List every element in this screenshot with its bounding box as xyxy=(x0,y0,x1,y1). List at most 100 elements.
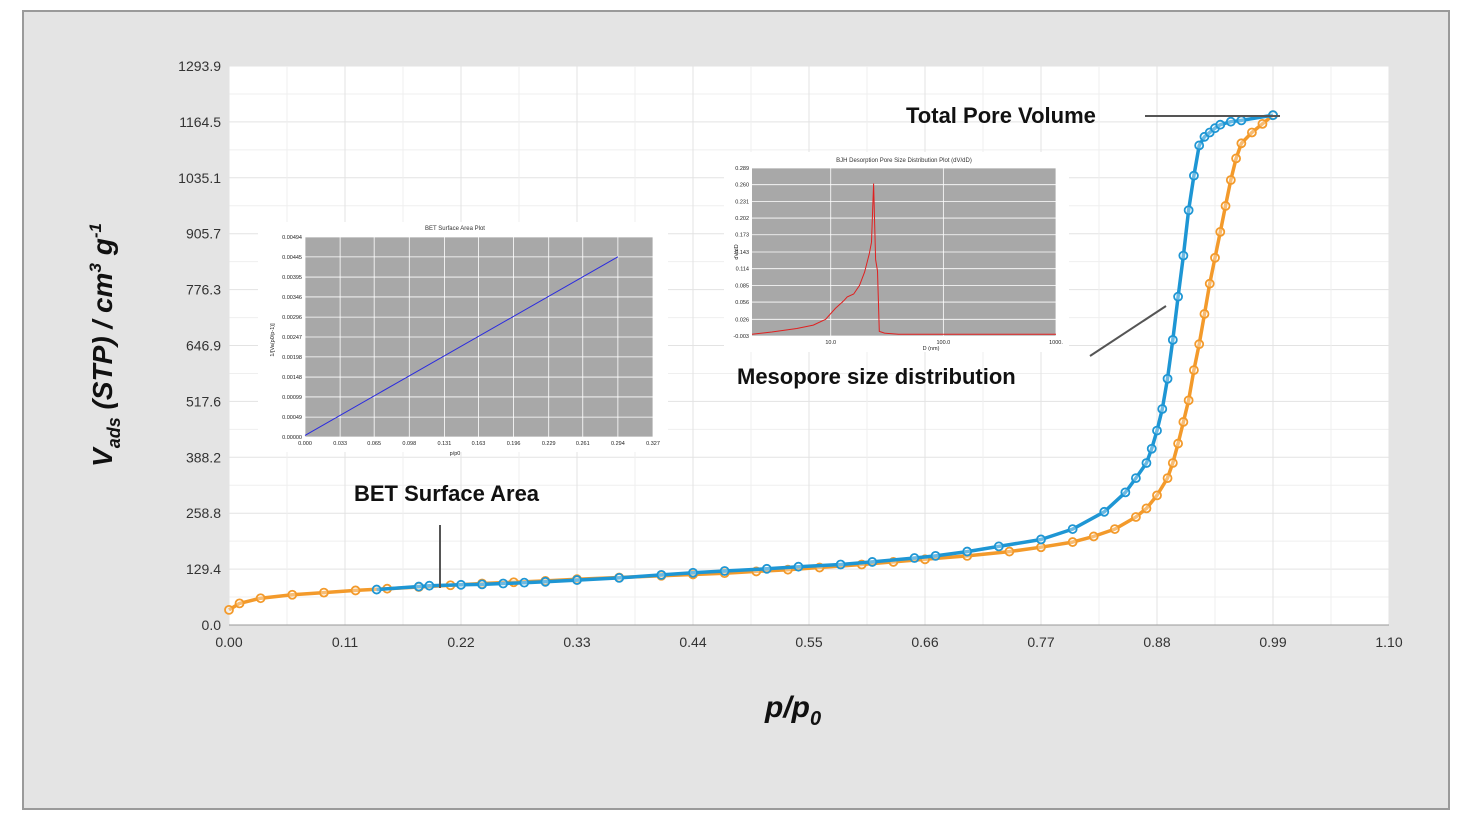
bjh-inset-x-ticks: 10.0 100.0 1000. xyxy=(825,340,1063,346)
x-tick-label: 0.88 xyxy=(1143,634,1170,650)
data-point xyxy=(1162,373,1173,384)
bet-y-tick: 0.00148 xyxy=(282,375,302,381)
bet-x-tick: 0.065 xyxy=(367,441,381,447)
data-point xyxy=(909,553,920,563)
bjh-inset-y-label: dV/dD xyxy=(734,244,740,259)
y-tick-label: 1035.1 xyxy=(178,170,221,186)
data-point xyxy=(867,557,878,567)
data-point xyxy=(930,550,941,561)
bet-y-tick: 0.00296 xyxy=(282,315,302,321)
data-point xyxy=(1004,546,1015,557)
x-tick-label: 0.55 xyxy=(795,634,822,650)
data-point xyxy=(224,604,234,615)
data-point xyxy=(1225,116,1236,127)
data-point xyxy=(1131,512,1141,522)
data-point xyxy=(1178,417,1189,427)
data-point xyxy=(656,569,667,580)
bjh-y-tick: 0.173 xyxy=(735,233,749,239)
data-point xyxy=(1189,365,1199,376)
bet-fit-line xyxy=(304,256,619,436)
bet-x-tick: 0.261 xyxy=(576,441,590,447)
data-point xyxy=(1231,153,1241,164)
data-point xyxy=(1215,226,1226,237)
data-point xyxy=(255,593,266,604)
data-point xyxy=(761,563,772,574)
data-point xyxy=(1210,252,1220,263)
data-point xyxy=(1109,524,1120,534)
data-point xyxy=(1178,250,1189,261)
total-pore-volume-label: Total Pore Volume xyxy=(906,103,1096,128)
y-tick-label: 776.3 xyxy=(186,282,221,298)
data-point xyxy=(519,577,530,588)
y-tick-label: 1164.5 xyxy=(179,114,221,130)
data-point xyxy=(835,559,846,570)
bet-x-tick: 0.000 xyxy=(298,441,312,447)
data-point xyxy=(1236,115,1247,126)
bet-y-tick: 0.00346 xyxy=(282,295,302,301)
data-point xyxy=(1189,170,1199,181)
y-tick-label: 258.8 xyxy=(186,505,221,521)
bjh-inset-y-ticks: -0.003 0.026 0.056 0.085 0.114 0.143 0.173 0.20… xyxy=(733,166,749,340)
data-point xyxy=(424,580,435,591)
data-point xyxy=(234,598,245,609)
bet-x-tick: 0.327 xyxy=(646,441,660,447)
bet-inset-y-label: 1/[Va(p0/p-1)] xyxy=(270,323,276,357)
data-point xyxy=(1099,506,1110,517)
data-point xyxy=(1183,205,1194,216)
series-line-0 xyxy=(376,113,1274,592)
data-point xyxy=(1036,542,1046,553)
data-point xyxy=(456,579,466,590)
mesopore-leader xyxy=(1089,305,1167,357)
bjh-x-tick: 10.0 xyxy=(825,340,836,346)
bjh-y-tick: 0.085 xyxy=(735,283,749,289)
data-point xyxy=(1120,487,1131,498)
data-point xyxy=(1152,425,1162,436)
bjh-y-tick: 0.231 xyxy=(735,199,749,205)
bjh-y-tick: 0.260 xyxy=(735,183,749,189)
x-axis-label: p/p0 xyxy=(764,691,821,730)
data-point xyxy=(1247,127,1257,138)
bet-inset-x-label: p/p0 xyxy=(450,451,461,457)
data-point xyxy=(1199,309,1210,319)
bet-inset-title: BET Surface Area Plot xyxy=(425,226,485,232)
y-tick-label: 0.0 xyxy=(202,617,222,633)
data-point xyxy=(1036,534,1046,545)
y-tick-labels: 0.0 129.4 258.8 388.2 517.6 646.9 776.3 905.7 10… xyxy=(178,58,221,633)
data-point xyxy=(413,581,424,592)
data-point xyxy=(498,578,509,589)
data-point xyxy=(1225,175,1236,185)
bet-x-tick: 0.163 xyxy=(472,441,486,447)
bet-inset-grid xyxy=(304,236,654,438)
bet-x-tick: 0.098 xyxy=(402,441,416,447)
x-tick-labels: 0.00 0.11 0.22 0.33 0.44 0.55 0.66 0.77 0.88 0.99… xyxy=(215,634,1402,650)
bet-y-tick: 0.00395 xyxy=(282,275,302,281)
bet-inset-y-ticks: 0.00000 0.00049 0.00099 0.00148 0.00198 0.002… xyxy=(282,235,302,441)
bet-y-tick: 0.00494 xyxy=(282,235,302,241)
data-point xyxy=(1204,278,1215,289)
mesopore-label: Mesopore size distribution xyxy=(737,364,1016,389)
bet-y-tick: 0.00445 xyxy=(282,255,302,261)
y-tick-label: 905.7 xyxy=(186,226,221,242)
y-tick-label: 129.4 xyxy=(186,561,221,577)
bjh-y-tick: 0.056 xyxy=(735,300,749,306)
data-point xyxy=(371,584,382,595)
y-tick-label: 517.6 xyxy=(186,393,221,409)
data-point xyxy=(1173,291,1183,302)
bjh-y-tick: 0.114 xyxy=(736,267,749,273)
series-group xyxy=(224,110,1278,615)
bjh-inset: BJH Desorption Pore Size Distribution Pl… xyxy=(724,152,1069,352)
data-point xyxy=(1183,395,1194,406)
data-point xyxy=(993,541,1004,552)
data-point xyxy=(1067,537,1078,547)
data-point xyxy=(962,546,973,557)
bet-surface-area-label: BET Surface Area xyxy=(354,481,540,506)
data-point xyxy=(614,573,625,583)
data-point xyxy=(287,589,298,600)
bet-inset: BET Surface Area Plot 0.000000.000490.00… xyxy=(258,222,668,457)
x-tick-label: 0.33 xyxy=(563,634,590,650)
data-point xyxy=(1194,140,1205,151)
data-point xyxy=(1257,118,1268,129)
bjh-x-tick: 1000. xyxy=(1049,340,1063,346)
bet-inset-x-ticks: 0.000 0.033 0.065 0.098 0.131 0.163 0.196 0.229… xyxy=(298,441,660,447)
data-point xyxy=(1141,503,1152,514)
